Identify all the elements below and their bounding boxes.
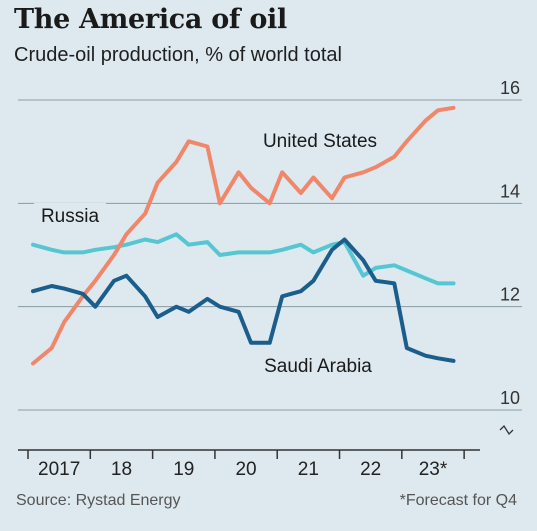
chart-subtitle: Crude-oil production, % of world total <box>14 44 342 66</box>
annotation-bg-russia <box>34 203 106 228</box>
annotation-russia: Russia <box>41 206 100 227</box>
series-lines <box>31 105 456 366</box>
series-line-saudi-arabia <box>31 237 456 363</box>
x-tick-label-23-forecast: 23* <box>419 459 448 480</box>
series-annotations: United States Russia Saudi Arabia <box>34 131 377 377</box>
series-line-united-states <box>31 105 456 366</box>
axis-break-icon <box>499 424 514 436</box>
source-note: Source: Rystad Energy <box>16 492 181 509</box>
forecast-footnote: *Forecast for Q4 <box>399 492 517 509</box>
annotation-united-states: United States <box>263 131 377 152</box>
y-tick-label-12: 12 <box>500 285 520 305</box>
annotation-saudi-arabia: Saudi Arabia <box>264 356 372 377</box>
x-tick-label-19: 19 <box>173 459 194 480</box>
y-tick-label-10: 10 <box>500 388 520 408</box>
x-tick-label-22: 22 <box>360 459 381 480</box>
chart-title: The America of oil <box>14 4 287 35</box>
y-axis-labels: 10 12 14 16 <box>499 78 520 436</box>
x-tick-label-21: 21 <box>298 459 319 480</box>
x-tick-label-2017: 2017 <box>38 459 80 480</box>
y-tick-label-16: 16 <box>500 78 520 98</box>
x-axis: 2017 18 19 20 21 22 23* <box>18 449 480 480</box>
y-tick-label-14: 14 <box>500 181 520 201</box>
series-line-russia <box>31 232 456 286</box>
x-tick-label-20: 20 <box>235 459 256 480</box>
x-tick-label-18: 18 <box>111 459 132 480</box>
